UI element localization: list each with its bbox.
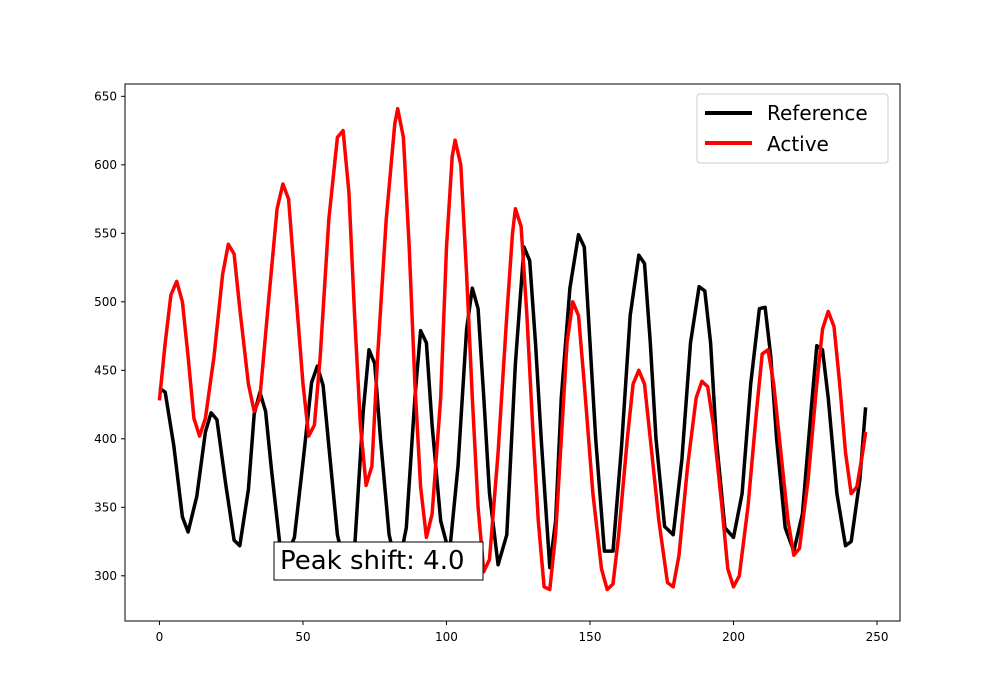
y-tick-label: 600 bbox=[94, 158, 117, 172]
plot-area-frame bbox=[124, 83, 901, 622]
y-tick-label: 450 bbox=[94, 363, 117, 377]
y-tick-label: 550 bbox=[94, 226, 117, 240]
legend-label-reference: Reference bbox=[767, 101, 868, 125]
x-tick-label: 100 bbox=[435, 630, 458, 644]
x-tick-label: 150 bbox=[579, 630, 602, 644]
x-tick-label: 200 bbox=[722, 630, 745, 644]
y-tick-label: 400 bbox=[94, 432, 117, 446]
x-tick-label: 0 bbox=[156, 630, 164, 644]
annotation-peak-shift: Peak shift: 4.0 bbox=[273, 541, 484, 581]
y-tick-label: 650 bbox=[94, 89, 117, 103]
annotation-box bbox=[273, 541, 484, 581]
axis-layer: 0 50 100 150 200 250 300 350 400 450 500 550 600 650 bbox=[94, 89, 888, 644]
x-tick-label: 250 bbox=[866, 630, 889, 644]
y-tick-label: 500 bbox=[94, 295, 117, 309]
x-tick-label: 50 bbox=[295, 630, 310, 644]
legend-label-active: Active bbox=[767, 132, 829, 156]
y-tick-label: 350 bbox=[94, 500, 117, 514]
series-line-active bbox=[157, 106, 868, 592]
series-line-reference bbox=[158, 232, 868, 574]
y-tick-label: 300 bbox=[94, 569, 117, 583]
series-layer bbox=[157, 106, 868, 592]
annotation-text: Peak shift: 4.0 bbox=[280, 546, 465, 576]
legend: Reference Active bbox=[696, 93, 889, 164]
